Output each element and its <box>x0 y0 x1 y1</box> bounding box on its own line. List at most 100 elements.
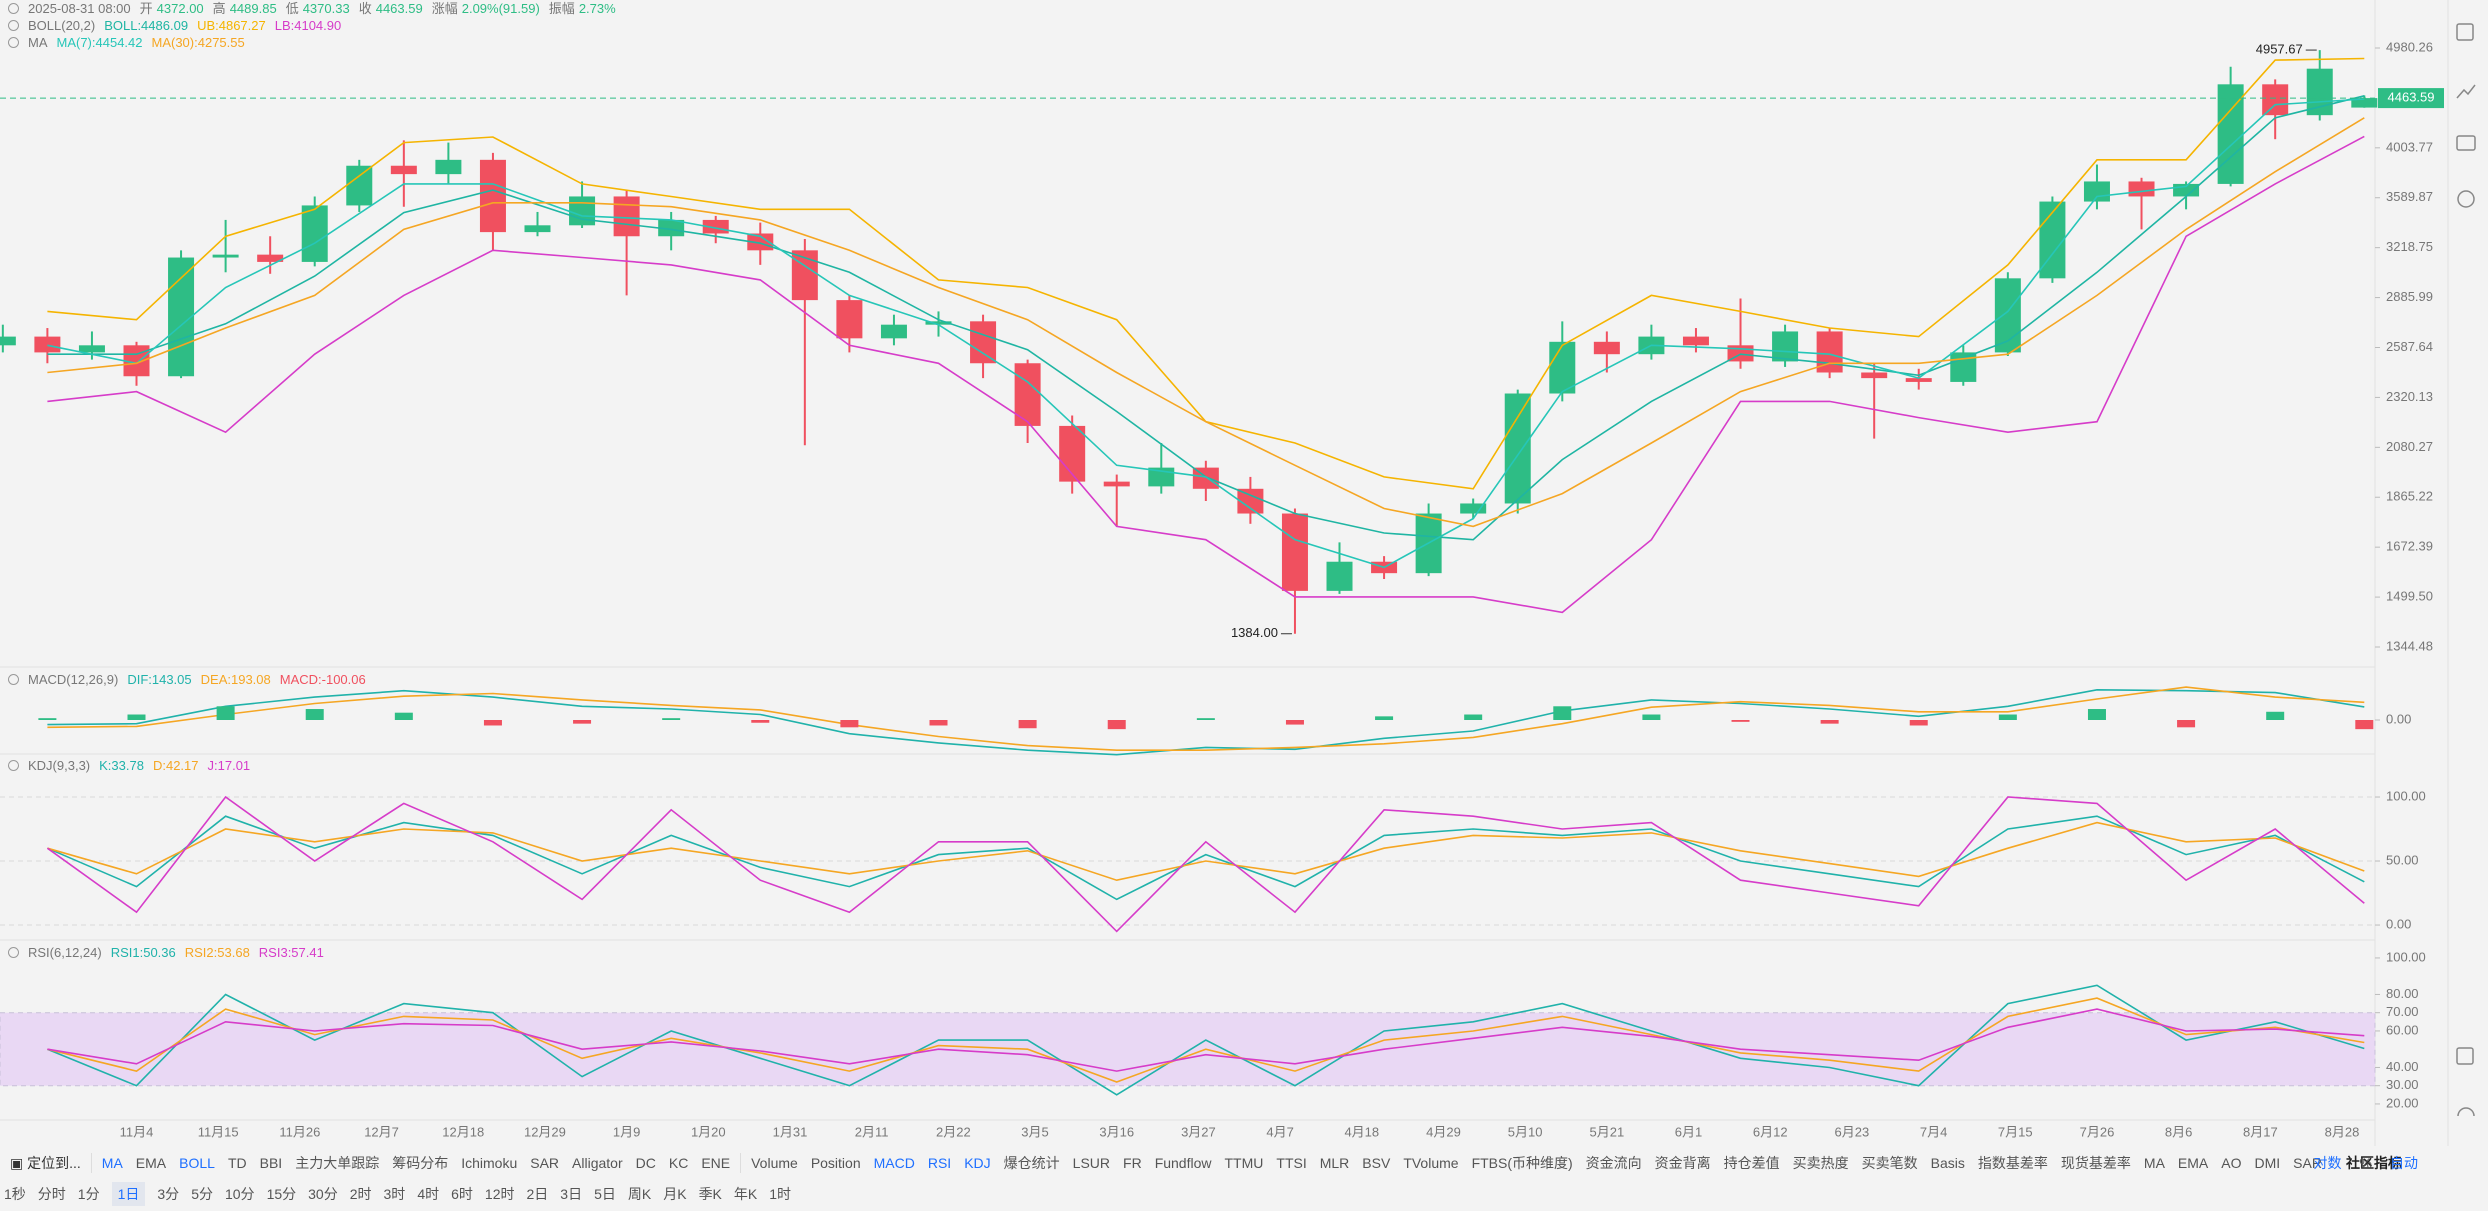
header-field-label: 收 <box>358 1 372 16</box>
indicator-button[interactable]: Basis <box>1930 1155 1965 1171</box>
interval-button[interactable]: 年K <box>733 1186 758 1202</box>
interval-button[interactable]: 2日 <box>526 1186 549 1202</box>
macd-bar <box>1464 714 1483 720</box>
indicator-button[interactable]: TVolume <box>1403 1155 1459 1171</box>
annotation-label: 4957.67 <box>2256 42 2303 57</box>
side-icon[interactable] <box>2457 1107 2475 1117</box>
interval-button[interactable]: 6时 <box>451 1186 473 1202</box>
header-field-label: 开 <box>139 1 153 16</box>
x-tick-label: 5月21 <box>1589 1124 1624 1139</box>
indicator-button[interactable]: 买卖笔数 <box>1861 1155 1918 1171</box>
indicator-button[interactable]: MA <box>101 1155 123 1171</box>
legend-row: MACD(12,26,9) DIF:143.05 DEA:193.08 MACD:-1… <box>8 671 366 688</box>
interval-button[interactable]: 1分 <box>77 1186 100 1202</box>
side-icon[interactable] <box>2456 1047 2474 1065</box>
indicator-button[interactable]: Ichimoku <box>461 1155 518 1171</box>
interval-button[interactable]: 5分 <box>191 1186 213 1202</box>
indicator-button[interactable]: SAR <box>530 1155 560 1171</box>
side-icon[interactable] <box>2457 190 2475 208</box>
indicator-button[interactable]: AO <box>2221 1155 2242 1171</box>
indicator-line <box>47 688 2365 756</box>
interval-button[interactable]: 30分 <box>308 1186 338 1202</box>
interval-button[interactable]: 4时 <box>417 1186 440 1202</box>
interval-button[interactable]: 月K <box>663 1186 687 1202</box>
interval-button[interactable]: 1时 <box>769 1186 792 1202</box>
x-tick-label: 3月27 <box>1181 1124 1216 1139</box>
macd-bar <box>751 720 770 723</box>
indicator-button[interactable]: ENE <box>701 1155 731 1171</box>
side-icon[interactable] <box>2456 84 2476 99</box>
indicator-button[interactable]: DMI <box>2254 1155 2281 1171</box>
y-tick-label: 3589.87 <box>2386 189 2433 204</box>
indicator-button[interactable]: TD <box>227 1155 247 1171</box>
indicator-button[interactable]: 持仓差值 <box>1723 1155 1780 1171</box>
interval-button[interactable]: 周K <box>627 1186 652 1202</box>
candle-body <box>257 254 284 262</box>
indicator-button[interactable]: DC <box>635 1155 656 1171</box>
candle-body <box>1950 352 1977 382</box>
indicator-button[interactable]: 指数基差率 <box>1977 1155 2048 1171</box>
candle-body <box>1682 336 1709 346</box>
indicator-button[interactable]: KDJ <box>964 1155 991 1171</box>
locate-label[interactable]: 定位到... <box>27 1155 81 1171</box>
interval-button[interactable]: 分时 <box>37 1186 66 1202</box>
indicator-button[interactable]: MA <box>2143 1155 2165 1171</box>
indicator-button[interactable]: FTBS(币种维度) <box>1471 1155 1573 1171</box>
interval-button[interactable]: 10分 <box>224 1186 255 1202</box>
candle-body <box>836 300 863 339</box>
candle-body <box>1103 481 1130 487</box>
indicator-button[interactable]: 现货基差率 <box>2060 1155 2131 1171</box>
indicator-button[interactable]: Alligator <box>572 1155 623 1171</box>
indicator-line <box>46 795 2365 933</box>
interval-button[interactable]: 3分 <box>157 1186 180 1202</box>
interval-button[interactable]: 季K <box>698 1186 722 1202</box>
indicator-button[interactable]: 筹码分布 <box>392 1155 449 1171</box>
indicator-button[interactable]: 资金背离 <box>1654 1155 1711 1171</box>
interval-button[interactable]: 2时 <box>349 1186 372 1202</box>
indicator-button[interactable]: Fundflow <box>1154 1155 1212 1171</box>
interval-button[interactable]: 1秒 <box>4 1186 26 1202</box>
indicator-button[interactable]: TTMU <box>1224 1155 1264 1171</box>
indicator-button[interactable]: SAR <box>2293 1155 2322 1171</box>
macd-bar <box>394 712 413 720</box>
scale-button[interactable]: % <box>2359 1155 2372 1171</box>
x-tick-label: 8月6 <box>2165 1124 2192 1139</box>
chart: 4980.26 4003.77 3589.87 3218.75 2885.99 2587.… <box>0 0 2476 1146</box>
interval-button[interactable]: 12时 <box>484 1186 515 1202</box>
x-tick-label: 12月18 <box>442 1124 484 1139</box>
interval-button[interactable]: 3日 <box>560 1186 583 1202</box>
indicator-button[interactable]: MLR <box>1319 1155 1350 1171</box>
indicator-button[interactable]: KC <box>668 1155 689 1171</box>
indicator-button[interactable]: BSV <box>1362 1155 1391 1171</box>
header-field-value: 2.09%(91.59) <box>461 1 540 16</box>
indicator-button[interactable]: RSI <box>927 1155 952 1171</box>
x-tick-label: 11月26 <box>279 1124 320 1139</box>
indicator-button[interactable]: Volume <box>751 1155 798 1171</box>
indicator-button[interactable]: 爆仓统计 <box>1003 1155 1060 1171</box>
interval-button[interactable]: 15分 <box>266 1186 297 1202</box>
indicator-button[interactable]: LSUR <box>1072 1155 1111 1171</box>
side-icon[interactable] <box>2456 135 2476 151</box>
header-field-value: 4370.33 <box>302 1 350 16</box>
locate-button[interactable]: ▣ 定位到... <box>10 1155 81 1171</box>
indicator-button[interactable]: BOLL <box>179 1155 215 1171</box>
interval-button[interactable]: 1日 <box>111 1182 146 1206</box>
indicator-button[interactable]: FR <box>1123 1155 1142 1171</box>
scale-button[interactable]: 对数 <box>2313 1155 2342 1171</box>
indicator-button[interactable]: BBI <box>259 1155 283 1171</box>
indicator-button[interactable]: TTSI <box>1276 1155 1307 1171</box>
indicator-button[interactable]: 买卖热度 <box>1792 1155 1849 1171</box>
indicator-button[interactable]: MACD <box>873 1155 915 1171</box>
interval-button[interactable]: 3时 <box>383 1186 406 1202</box>
community-button[interactable]: 社区指标 <box>2345 1155 2402 1171</box>
indicator-button[interactable]: Position <box>810 1155 861 1171</box>
indicator-button[interactable]: EMA <box>135 1155 167 1171</box>
indicator-button[interactable]: 资金流向 <box>1585 1155 1642 1171</box>
scale-button[interactable]: 自动 <box>2390 1155 2418 1171</box>
indicator-button[interactable]: EMA <box>2177 1155 2209 1171</box>
legend-item: D:42.17 <box>152 758 199 773</box>
interval-button[interactable]: 5日 <box>594 1186 616 1202</box>
ohlc-header: 2025-08-31 08:00 开 4372.00 高 4489.85 低 4370.33… <box>8 0 616 17</box>
side-icon[interactable] <box>2456 23 2474 41</box>
indicator-button[interactable]: 主力大单跟踪 <box>295 1155 380 1171</box>
